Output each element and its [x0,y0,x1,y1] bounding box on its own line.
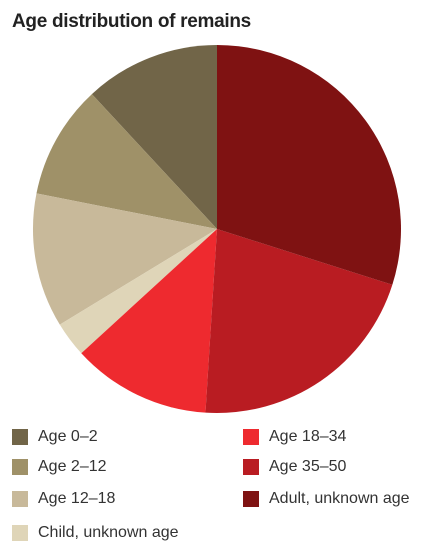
legend-swatch [12,459,28,475]
pie-slice [205,229,393,413]
chart-title: Age distribution of remains [12,11,251,32]
pie-slice [59,229,217,354]
pie-slice [91,45,217,229]
legend-swatch [243,459,259,475]
legend-label: Child, unknown age [38,524,179,541]
legend-swatch [12,525,28,541]
pie-slice [36,94,218,229]
legend-swatch [243,429,259,445]
legend-swatch [12,429,28,445]
legend-label: Age 2–12 [38,458,107,475]
pie-slice [32,193,217,325]
legend-label: Age 18–34 [269,428,347,445]
legend-label: Age 12–18 [38,490,116,507]
legend-label: Age 0–2 [38,428,98,445]
legend-label: Adult, unknown age [269,490,410,507]
pie-slice [217,45,401,285]
legend-label: Age 35–50 [269,458,347,475]
legend-swatch [243,491,259,507]
pie-slice [81,229,218,413]
legend-swatch [12,491,28,507]
